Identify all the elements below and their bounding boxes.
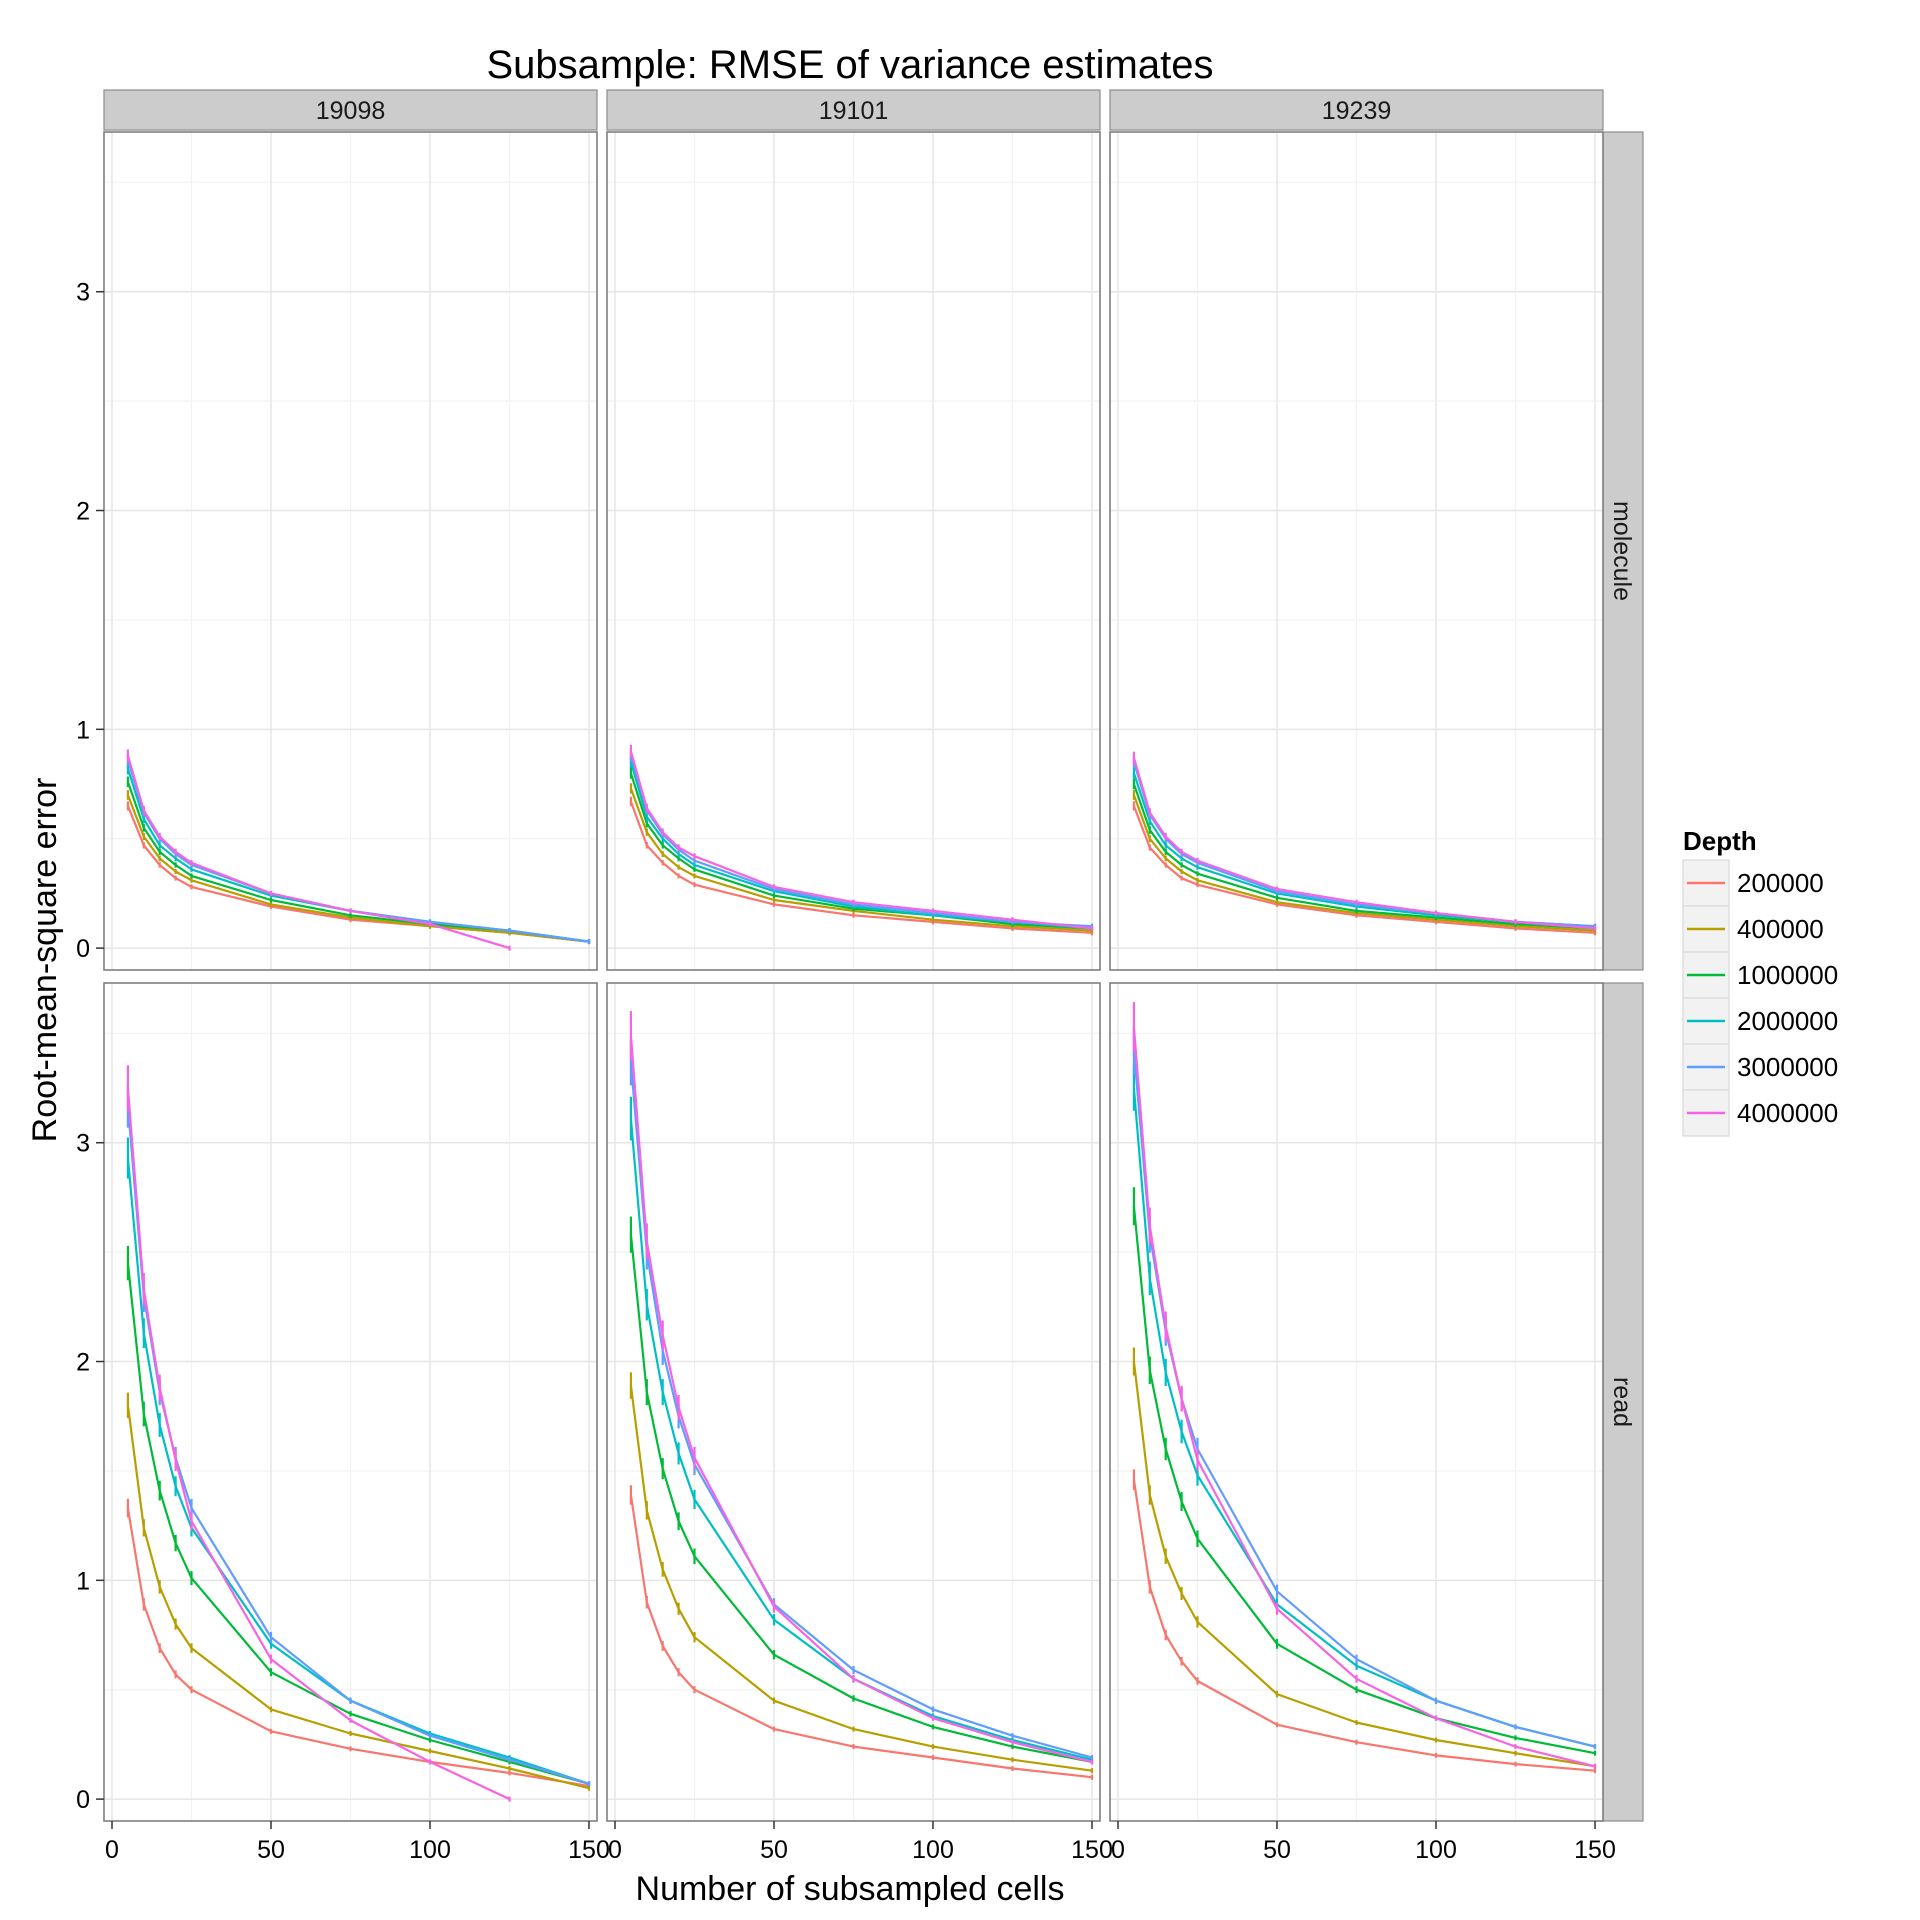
series-line-2000000 xyxy=(126,1157,590,1785)
legend-label: 3000000 xyxy=(1737,1052,1838,1082)
legend-item-2000000: 2000000 xyxy=(1682,997,1838,1045)
legend-item-200000: 200000 xyxy=(1682,859,1824,907)
legend-item-1000000: 1000000 xyxy=(1682,951,1838,999)
chart-title: Subsample: RMSE of variance estimates xyxy=(487,43,1214,87)
legend-label: 200000 xyxy=(1737,868,1824,898)
panel-border xyxy=(1109,982,1604,1822)
panel-19239-molecule xyxy=(1109,131,1604,971)
series-line-400000 xyxy=(126,794,590,943)
series-line-400000 xyxy=(1132,794,1596,932)
series-line-400000 xyxy=(629,1385,1093,1772)
legend-item-3000000: 3000000 xyxy=(1682,1043,1838,1091)
legend-item-400000: 400000 xyxy=(1682,905,1824,953)
series-line-400000 xyxy=(629,788,1093,932)
series-line-3000000 xyxy=(629,755,1093,928)
series-line-200000 xyxy=(1132,805,1596,934)
row-strip-molecule: molecule xyxy=(1602,131,1644,971)
legend-item-4000000: 4000000 xyxy=(1682,1089,1838,1137)
panel-19098-molecule xyxy=(103,131,598,971)
panel-19101-molecule xyxy=(606,131,1101,971)
panel-border xyxy=(606,982,1101,1822)
y-tick-label: 3 xyxy=(76,279,90,307)
series-line-1000000 xyxy=(1132,1206,1596,1755)
column-strip-19098: 19098 xyxy=(103,89,598,131)
x-tick-label: 100 xyxy=(409,1836,451,1864)
y-tick-label: 1 xyxy=(76,1567,90,1595)
column-strip-label: 19239 xyxy=(1322,97,1392,125)
x-tick-label: 100 xyxy=(1415,1836,1457,1864)
x-tick-label: 150 xyxy=(1071,1836,1113,1864)
series-line-4000000 xyxy=(629,1035,1093,1763)
x-tick-label: 150 xyxy=(1574,1836,1616,1864)
series-line-400000 xyxy=(126,1405,590,1790)
y-tick-label: 1 xyxy=(76,716,90,744)
y-tick-label: 2 xyxy=(76,498,90,526)
legend-title: Depth xyxy=(1683,826,1757,856)
x-axis-title: Number of subsampled cells xyxy=(636,1870,1065,1908)
panel-19098-read xyxy=(103,982,598,1822)
series-line-200000 xyxy=(629,1494,1093,1779)
y-tick-label: 2 xyxy=(76,1349,90,1377)
x-tick-label: 50 xyxy=(257,1836,285,1864)
panel-border xyxy=(606,131,1101,971)
series-line-200000 xyxy=(629,801,1093,934)
series-line-1000000 xyxy=(126,1262,590,1785)
series-line-1000000 xyxy=(629,1234,1093,1763)
panel-19239-read xyxy=(1109,982,1604,1822)
series-line-200000 xyxy=(1132,1479,1596,1772)
x-tick-label: 0 xyxy=(608,1836,622,1864)
series-line-4000000 xyxy=(1132,1026,1596,1768)
panel-border xyxy=(1109,131,1604,971)
y-tick-label: 0 xyxy=(76,935,90,963)
y-tick-label: 0 xyxy=(76,1786,90,1814)
column-strip-19101: 19101 xyxy=(606,89,1101,131)
series-line-4000000 xyxy=(1132,757,1596,930)
legend: Depth 200000 400000 1000000 2000000 3000000 4… xyxy=(1682,826,1838,1137)
y-tick-label: 3 xyxy=(76,1130,90,1158)
x-tick-label: 0 xyxy=(1111,1836,1125,1864)
series-line-1000000 xyxy=(1132,783,1596,930)
series-line-400000 xyxy=(1132,1361,1596,1768)
row-strip-label: read xyxy=(1608,1377,1636,1427)
series-line-200000 xyxy=(126,1507,590,1788)
column-strip-label: 19098 xyxy=(316,97,386,125)
panel-border xyxy=(103,982,598,1822)
series-line-2000000 xyxy=(629,1118,1093,1761)
panel-19101-read xyxy=(606,982,1101,1822)
x-tick-label: 0 xyxy=(105,1836,119,1864)
legend-label: 4000000 xyxy=(1737,1098,1838,1128)
row-strip-read: read xyxy=(1602,982,1644,1822)
x-tick-label: 100 xyxy=(912,1836,954,1864)
x-tick-label: 150 xyxy=(568,1836,610,1864)
legend-label: 400000 xyxy=(1737,914,1824,944)
legend-label: 1000000 xyxy=(1737,960,1838,990)
series-line-4000000 xyxy=(629,750,1093,930)
column-strip-label: 19101 xyxy=(819,97,889,125)
column-strip-19239: 19239 xyxy=(1109,89,1604,131)
legend-label: 2000000 xyxy=(1737,1006,1838,1036)
x-tick-label: 50 xyxy=(1263,1836,1291,1864)
row-strip-label: molecule xyxy=(1608,501,1636,601)
x-tick-label: 50 xyxy=(760,1836,788,1864)
panel-border xyxy=(103,131,598,971)
y-axis-title: Root-mean-square error xyxy=(26,778,64,1143)
